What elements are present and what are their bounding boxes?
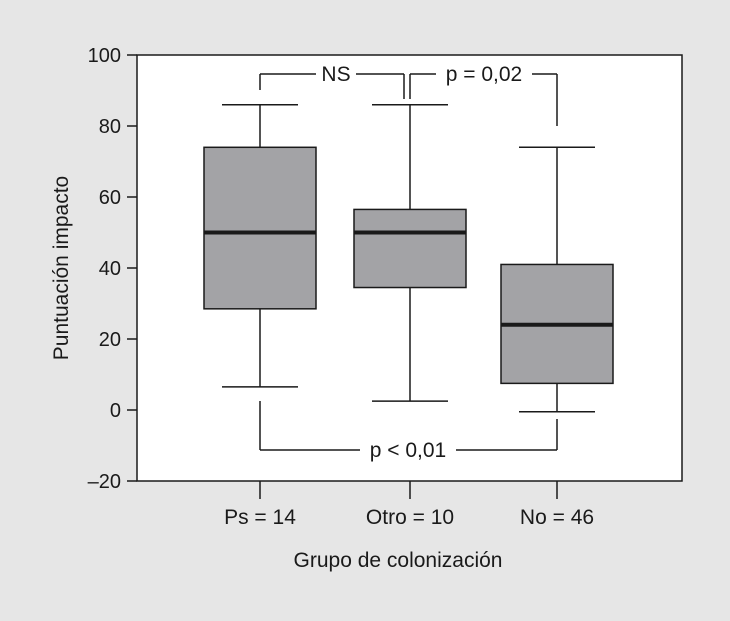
y-tick-label: 20 — [99, 329, 121, 351]
y-tick-label: –20 — [88, 471, 121, 493]
annotations-group: NS p = 0,02 p < 0,01 — [259, 63, 558, 462]
iqr-box — [203, 146, 317, 310]
box-3 — [500, 146, 614, 413]
x-tick-label: Otro = 10 — [366, 506, 454, 529]
x-tick-label: Ps = 14 — [224, 506, 296, 529]
x-axis-label: Grupo de colonización — [294, 549, 503, 572]
y-tick-label: 80 — [99, 116, 121, 138]
y-axis: 100 80 60 40 20 0 –20 — [88, 45, 137, 493]
y-axis-label: Puntuación impacto — [50, 176, 73, 360]
significance-label: NS — [321, 63, 350, 86]
x-tick-label: No = 46 — [520, 506, 594, 529]
box-1 — [203, 103, 317, 388]
y-tick-label: 0 — [110, 400, 121, 422]
significance-bracket-2: p = 0,02 — [409, 63, 558, 126]
box-2 — [353, 103, 467, 402]
iqr-box — [353, 208, 467, 289]
significance-bracket-3: p < 0,01 — [259, 401, 558, 462]
significance-label: p < 0,01 — [370, 439, 446, 462]
significance-label: p = 0,02 — [446, 63, 522, 86]
y-tick-label: 40 — [99, 258, 121, 280]
x-axis: Ps = 14 Otro = 10 No = 46 — [224, 481, 594, 529]
y-tick-label: 60 — [99, 187, 121, 209]
boxes-group — [203, 103, 614, 413]
y-tick-label: 100 — [88, 45, 121, 67]
significance-bracket-1: NS — [259, 63, 405, 99]
